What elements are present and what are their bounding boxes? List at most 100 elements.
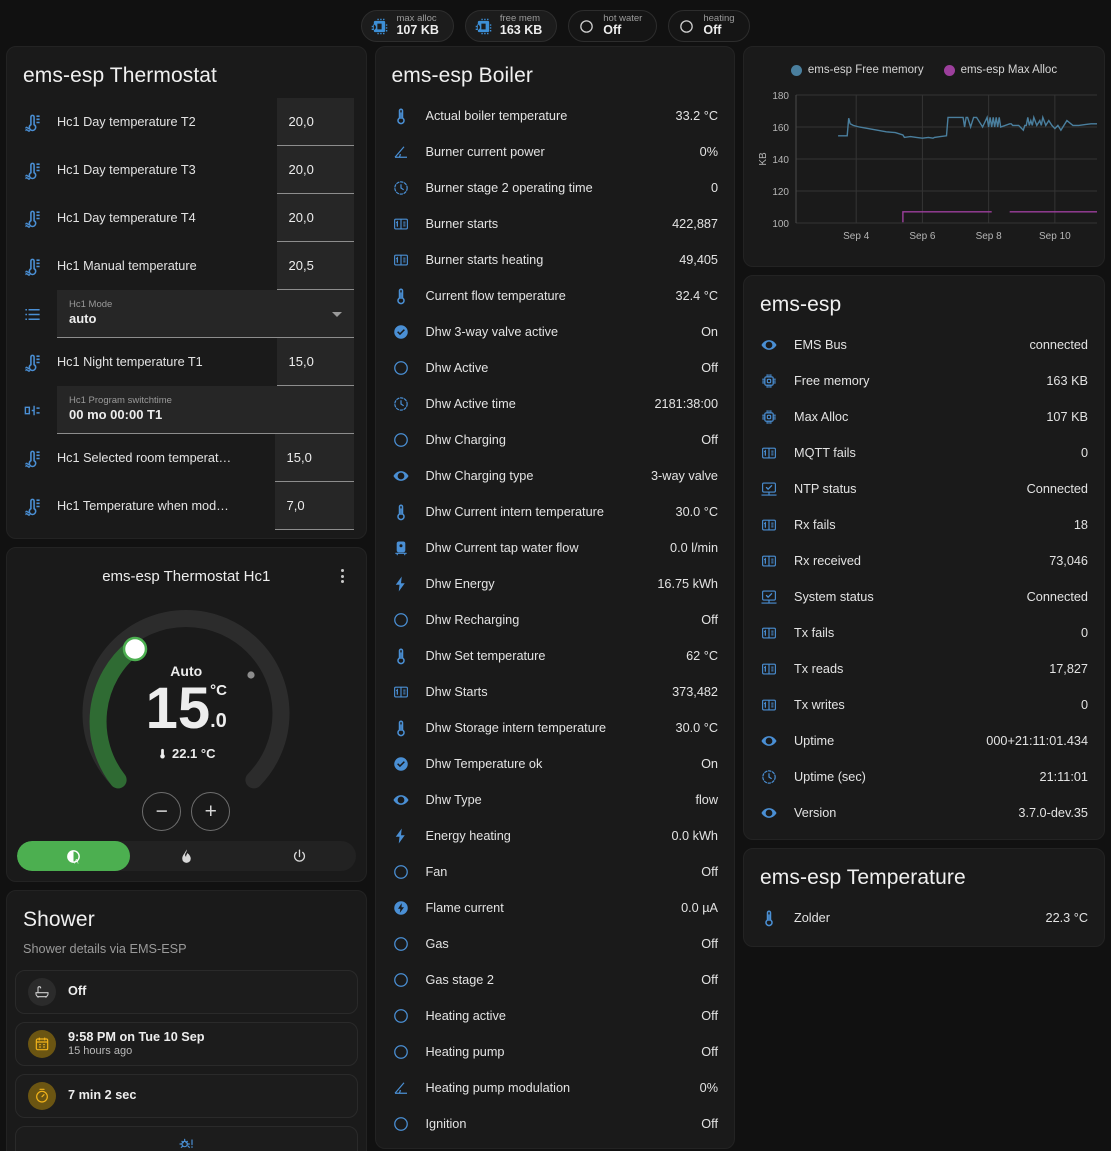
number-input-hc1-day-t4[interactable]: 20,0 (276, 194, 354, 242)
dial-target-int: 15 (145, 676, 211, 741)
boiler-entity-row[interactable]: Current flow temperature 32.4 °C (376, 278, 735, 314)
row-hc1-night-t1: Hc1 Night temperature T1 15,0 (7, 338, 366, 386)
card-title: ems-esp (760, 293, 842, 316)
boiler-entity-row[interactable]: Burner stage 2 operating time 0 (376, 170, 735, 206)
boiler-entity-row[interactable]: Dhw Starts 373,482 (376, 674, 735, 710)
boiler-entity-row[interactable]: Flame current 0.0 µA (376, 890, 735, 926)
boiler-entity-row[interactable]: Burner starts 422,887 (376, 206, 735, 242)
row-label: Dhw Storage intern temperature (425, 721, 607, 735)
number-input-hc1-day-t3[interactable]: 20,0 (276, 146, 354, 194)
temperature-entity-row[interactable]: Zolder 22.3 °C (744, 900, 1104, 936)
boiler-entity-row[interactable]: Dhw Current tap water flow 0.0 l/min (376, 530, 735, 566)
boiler-entity-row[interactable]: Heating pump modulation 0% (376, 1070, 735, 1106)
status-entity-row[interactable]: NTP status Connected (744, 471, 1104, 507)
boiler-entity-row[interactable]: Dhw Current intern temperature 30.0 °C (376, 494, 735, 530)
status-entity-row[interactable]: Max Alloc 107 KB (744, 399, 1104, 435)
chip-icon (758, 408, 780, 426)
eye-icon (758, 336, 780, 354)
boiler-entity-row[interactable]: Actual boiler temperature 33.2 °C (376, 98, 735, 134)
row-value: 107 KB (1046, 410, 1088, 424)
status-entity-row[interactable]: MQTT fails 0 (744, 435, 1104, 471)
boiler-entity-row[interactable]: Energy heating 0.0 kWh (376, 818, 735, 854)
decrease-temperature-button[interactable]: − (142, 792, 182, 831)
status-entity-row[interactable]: System status Connected (744, 579, 1104, 615)
lightning-icon (390, 827, 412, 845)
row-label: Heating pump modulation (425, 1081, 571, 1095)
text-input-hc1-program-switchtime[interactable]: Hc1 Program switchtime 00 mo 00:00 T1 (57, 386, 354, 434)
temperature-dial[interactable]: Auto 15 °C .0 22.1 °C (66, 600, 306, 831)
badge-max-alloc[interactable]: max alloc 107 KB (361, 10, 454, 42)
select-hc1-mode[interactable]: Hc1 Mode auto (57, 290, 354, 338)
shower-state-tile[interactable]: Off (15, 970, 358, 1014)
counter-icon (390, 251, 412, 269)
status-entity-row[interactable]: Uptime 000+21:11:01.434 (744, 723, 1104, 759)
boiler-entity-row[interactable]: Burner current power 0% (376, 134, 735, 170)
shower-last-time-tile[interactable]: 9:58 PM on Tue 10 Sep 15 hours ago (15, 1022, 358, 1066)
boiler-entity-row[interactable]: Dhw Set temperature 62 °C (376, 638, 735, 674)
boiler-entity-row[interactable]: Dhw Charging type 3-way valve (376, 458, 735, 494)
legend-item-free-memory[interactable]: ems-esp Free memory (790, 64, 924, 76)
boiler-entity-row[interactable]: Heating pump Off (376, 1034, 735, 1070)
status-entity-row[interactable]: Tx reads 17,827 (744, 651, 1104, 687)
boiler-entity-row[interactable]: Dhw Energy 16.75 kWh (376, 566, 735, 602)
number-input-hc1-selected-room-temp[interactable]: 15,0 (274, 434, 354, 482)
shower-duration-tile[interactable]: 7 min 2 sec (15, 1074, 358, 1118)
boiler-entity-row[interactable]: Dhw Recharging Off (376, 602, 735, 638)
row-hc1-day-t3: Hc1 Day temperature T3 20,0 (7, 146, 366, 194)
increase-temperature-button[interactable]: + (191, 792, 231, 831)
status-entity-row[interactable]: EMS Bus connected (744, 327, 1104, 363)
row-value: 422,887 (672, 217, 718, 231)
status-entity-row[interactable]: Version 3.7.0-dev.35 (744, 795, 1104, 831)
circle-outline-icon (578, 18, 595, 35)
auto-mode-icon: A (65, 848, 82, 865)
circle-outline-icon (678, 18, 695, 35)
status-entity-row[interactable]: Rx received 73,046 (744, 543, 1104, 579)
status-entity-row[interactable]: Tx writes 0 (744, 687, 1104, 723)
number-input-hc1-temp-when-mod[interactable]: 7,0 (274, 482, 354, 530)
row-label: Version (794, 806, 837, 820)
thermometer-icon (390, 503, 412, 521)
shower-alert-tile[interactable] (15, 1126, 358, 1151)
mode-off-button[interactable] (243, 841, 356, 871)
boiler-entity-row[interactable]: Dhw Type flow (376, 782, 735, 818)
status-entity-row[interactable]: Rx fails 18 (744, 507, 1104, 543)
chart-plot-area[interactable]: 100 120 140 160 180 Sep 4 Sep 6 Sep 8 Sep 10 KB (750, 83, 1100, 258)
badge-hot-water[interactable]: hot water Off (568, 10, 658, 42)
boiler-entity-row[interactable]: Heating active Off (376, 998, 735, 1034)
svg-text:Sep 8: Sep 8 (976, 231, 1003, 242)
boiler-entity-row[interactable]: Dhw Active Off (376, 350, 735, 386)
row-label: Dhw Temperature ok (425, 757, 543, 771)
mode-heat-button[interactable] (130, 841, 243, 871)
row-label: Dhw Type (425, 793, 482, 807)
dial-card-title: ems-esp Thermostat Hc1 (102, 567, 271, 585)
number-input-hc1-night-t1[interactable]: 15,0 (276, 338, 354, 386)
thermometer-icon (157, 747, 168, 760)
boiler-entity-row[interactable]: Ignition Off (376, 1106, 735, 1142)
status-entity-row[interactable]: Uptime (sec) 21:11:01 (744, 759, 1104, 795)
number-input-hc1-day-t2[interactable]: 20,0 (276, 98, 354, 146)
shower-card: Shower Shower details via EMS-ESP Off (6, 890, 367, 1151)
status-entity-row[interactable]: Tx fails 0 (744, 615, 1104, 651)
number-input-hc1-manual-temp[interactable]: 20,5 (276, 242, 354, 290)
status-entity-row[interactable]: Free memory 163 KB (744, 363, 1104, 399)
boiler-entity-row[interactable]: Dhw Storage intern temperature 30.0 °C (376, 710, 735, 746)
boiler-entity-row[interactable]: Fan Off (376, 854, 735, 890)
mode-auto-button[interactable]: A (17, 841, 130, 871)
row-value: 22.3 °C (1045, 911, 1088, 925)
row-value: 33.2 °C (675, 109, 718, 123)
badge-free-mem[interactable]: free mem 163 KB (464, 10, 558, 42)
thermostat-dial-card: ems-esp Thermostat Hc1 Auto 15 (6, 547, 367, 882)
legend-item-max-alloc[interactable]: ems-esp Max Alloc (943, 64, 1057, 76)
more-options-icon[interactable] (334, 567, 352, 585)
boiler-entity-row[interactable]: Burner starts heating 49,405 (376, 242, 735, 278)
svg-text:180: 180 (772, 91, 789, 102)
circle-outline-icon (390, 1007, 412, 1025)
boiler-entity-row[interactable]: Dhw Charging Off (376, 422, 735, 458)
row-label: Dhw Charging (425, 433, 506, 447)
boiler-entity-row[interactable]: Dhw Active time 2181:38:00 (376, 386, 735, 422)
boiler-entity-row[interactable]: Gas Off (376, 926, 735, 962)
boiler-entity-row[interactable]: Dhw 3-way valve active On (376, 314, 735, 350)
boiler-entity-row[interactable]: Gas stage 2 Off (376, 962, 735, 998)
badge-heating[interactable]: heating Off (668, 10, 750, 42)
boiler-entity-row[interactable]: Dhw Temperature ok On (376, 746, 735, 782)
